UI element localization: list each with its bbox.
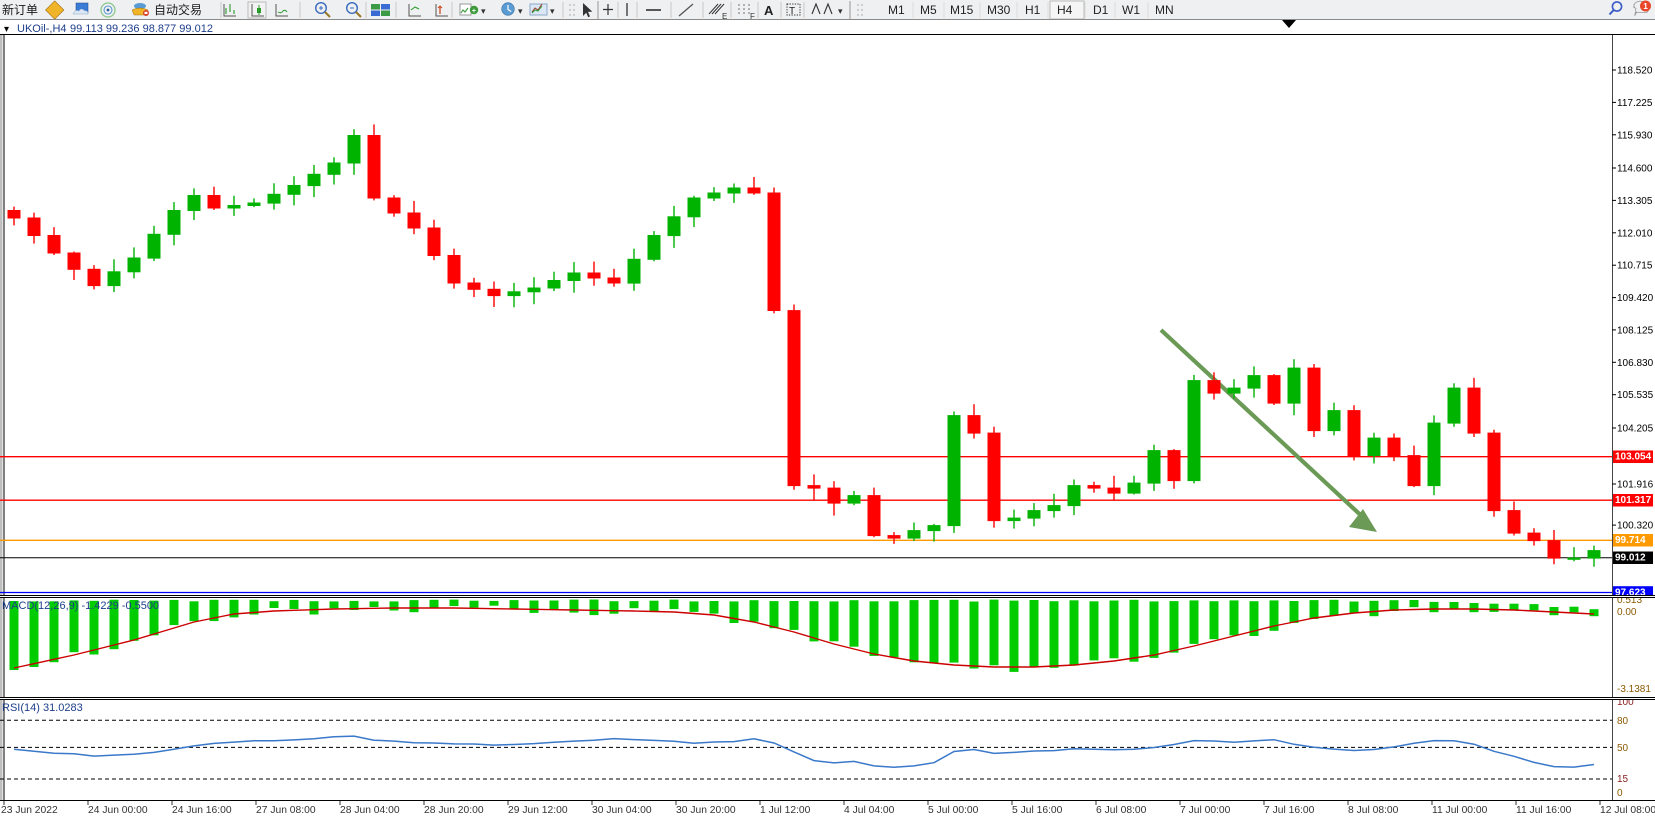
svg-text:0: 0 (1617, 788, 1623, 799)
svg-text:105.535: 105.535 (1617, 390, 1654, 401)
svg-text:-3.1381: -3.1381 (1617, 684, 1651, 695)
svg-text:99.012: 99.012 (1615, 553, 1646, 564)
svg-text:8 Jul 08:00: 8 Jul 08:00 (1348, 805, 1399, 816)
svg-text:11 Jul 00:00: 11 Jul 00:00 (1432, 805, 1488, 816)
svg-text:RSI(14) 31.0283: RSI(14) 31.0283 (2, 702, 83, 714)
svg-text:103.054: 103.054 (1615, 452, 1652, 463)
svg-text:117.225: 117.225 (1617, 98, 1653, 109)
svg-text:15: 15 (1617, 774, 1629, 785)
svg-text:99.714: 99.714 (1615, 535, 1646, 546)
svg-text:50: 50 (1617, 743, 1629, 754)
svg-text:28 Jun 20:00: 28 Jun 20:00 (424, 805, 484, 816)
svg-text:110.715: 110.715 (1617, 261, 1653, 272)
svg-text:7 Jul 16:00: 7 Jul 16:00 (1264, 805, 1315, 816)
svg-text:5 Jul 00:00: 5 Jul 00:00 (928, 805, 979, 816)
svg-text:23 Jun 2022: 23 Jun 2022 (1, 805, 58, 816)
svg-text:24 Jun 16:00: 24 Jun 16:00 (172, 805, 232, 816)
svg-text:29 Jun 12:00: 29 Jun 12:00 (508, 805, 568, 816)
svg-text:0.00: 0.00 (1617, 607, 1637, 618)
svg-text:112.010: 112.010 (1617, 228, 1653, 239)
svg-text:5 Jul 16:00: 5 Jul 16:00 (1012, 805, 1063, 816)
svg-text:104.205: 104.205 (1617, 424, 1654, 435)
svg-text:101.916: 101.916 (1617, 480, 1654, 491)
svg-text:11 Jul 16:00: 11 Jul 16:00 (1516, 805, 1572, 816)
svg-text:30 Jun 20:00: 30 Jun 20:00 (676, 805, 736, 816)
svg-text:114.600: 114.600 (1617, 164, 1653, 175)
svg-text:30 Jun 04:00: 30 Jun 04:00 (592, 805, 652, 816)
svg-text:100: 100 (1617, 700, 1634, 708)
svg-text:101.317: 101.317 (1615, 495, 1652, 506)
svg-text:106.830: 106.830 (1617, 358, 1654, 369)
svg-text:4 Jul 04:00: 4 Jul 04:00 (844, 805, 895, 816)
svg-text:97.623: 97.623 (1615, 587, 1646, 596)
svg-text:MACD(12,26,9) -1.4229 -0.5500: MACD(12,26,9) -1.4229 -0.5500 (2, 600, 159, 612)
svg-text:12 Jul 08:00: 12 Jul 08:00 (1600, 805, 1655, 816)
svg-text:0.513: 0.513 (1617, 598, 1642, 606)
svg-text:100.320: 100.320 (1617, 521, 1654, 532)
svg-text:24 Jun 00:00: 24 Jun 00:00 (88, 805, 148, 816)
svg-text:1 Jul 12:00: 1 Jul 12:00 (760, 805, 811, 816)
svg-text:118.520: 118.520 (1617, 66, 1653, 77)
svg-text:6 Jul 08:00: 6 Jul 08:00 (1096, 805, 1147, 816)
svg-text:28 Jun 04:00: 28 Jun 04:00 (340, 805, 400, 816)
svg-text:7 Jul 00:00: 7 Jul 00:00 (1180, 805, 1231, 816)
svg-text:115.930: 115.930 (1617, 130, 1653, 141)
svg-text:113.305: 113.305 (1617, 196, 1653, 207)
svg-text:27 Jun 08:00: 27 Jun 08:00 (256, 805, 316, 816)
svg-text:109.420: 109.420 (1617, 293, 1654, 304)
svg-text:108.125: 108.125 (1617, 325, 1654, 336)
svg-text:80: 80 (1617, 716, 1629, 727)
